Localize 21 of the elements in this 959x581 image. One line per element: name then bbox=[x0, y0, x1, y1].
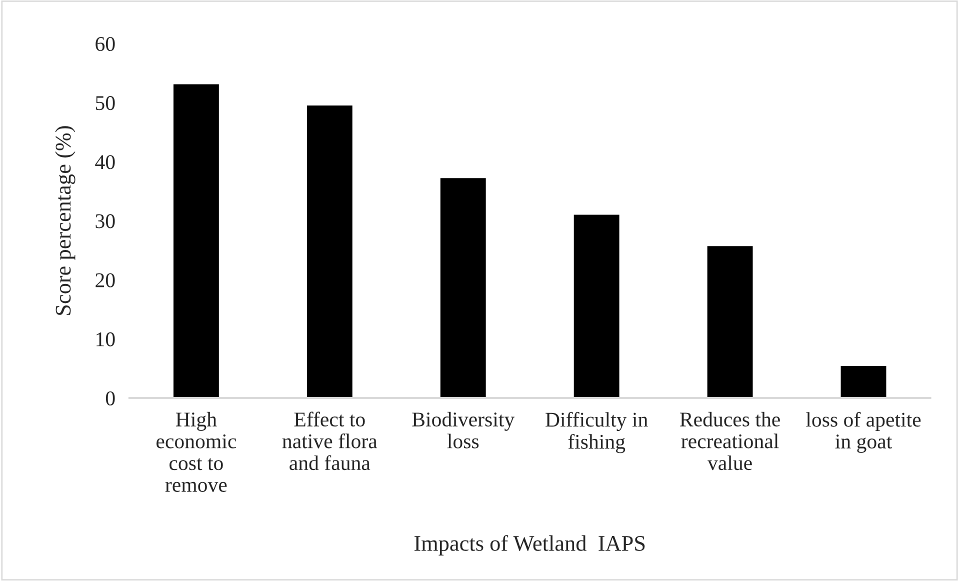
y-tick-label: 60 bbox=[96, 36, 115, 52]
bar bbox=[574, 214, 620, 398]
bar bbox=[306, 105, 352, 398]
y-tick-label: 50 bbox=[96, 96, 115, 110]
bar bbox=[440, 178, 486, 398]
y-tick-label: 30 bbox=[96, 214, 115, 228]
y-tick-label: 40 bbox=[95, 155, 115, 170]
bar bbox=[840, 366, 886, 398]
x-tick-label: Reduces the recreational value bbox=[680, 412, 780, 470]
bar bbox=[707, 246, 753, 398]
x-tick-label: Difficulty in fishing bbox=[546, 412, 648, 454]
x-tick-label: Effect to native flora and fauna bbox=[282, 412, 378, 470]
x-tick-label: High economic cost to remove bbox=[156, 412, 236, 492]
x-tick-label: loss of apetite in goat bbox=[806, 412, 921, 453]
y-tick-label: 10 bbox=[96, 332, 115, 346]
y-axis-title: Score percentage (%) bbox=[55, 126, 76, 315]
y-tick-label: 0 bbox=[106, 391, 115, 406]
y-tick-label: 20 bbox=[96, 273, 115, 288]
x-tick-label: Biodiversity loss bbox=[412, 412, 515, 448]
x-axis-title: Impacts of Wetland IAPS bbox=[414, 535, 645, 556]
bar bbox=[173, 84, 219, 398]
